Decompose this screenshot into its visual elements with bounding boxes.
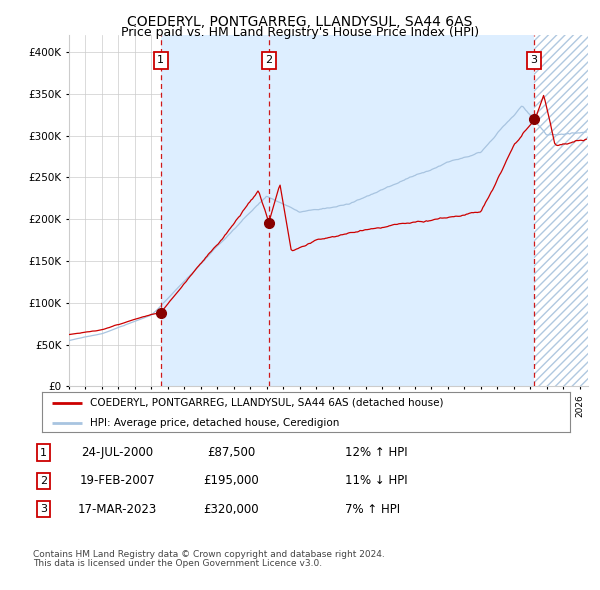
- Text: 11% ↓ HPI: 11% ↓ HPI: [345, 474, 407, 487]
- Text: HPI: Average price, detached house, Ceredigion: HPI: Average price, detached house, Cere…: [89, 418, 339, 428]
- Text: This data is licensed under the Open Government Licence v3.0.: This data is licensed under the Open Gov…: [33, 559, 322, 568]
- Text: 1: 1: [157, 55, 164, 65]
- Text: £195,000: £195,000: [203, 474, 259, 487]
- Bar: [534, 35, 588, 386]
- Text: 17-MAR-2023: 17-MAR-2023: [77, 503, 157, 516]
- Text: Contains HM Land Registry data © Crown copyright and database right 2024.: Contains HM Land Registry data © Crown c…: [33, 550, 385, 559]
- Text: 12% ↑ HPI: 12% ↑ HPI: [345, 446, 407, 459]
- Text: COEDERYL, PONTGARREG, LLANDYSUL, SA44 6AS: COEDERYL, PONTGARREG, LLANDYSUL, SA44 6A…: [127, 15, 473, 30]
- Bar: [161, 35, 269, 386]
- Text: COEDERYL, PONTGARREG, LLANDYSUL, SA44 6AS (detached house): COEDERYL, PONTGARREG, LLANDYSUL, SA44 6A…: [89, 398, 443, 408]
- Text: Price paid vs. HM Land Registry's House Price Index (HPI): Price paid vs. HM Land Registry's House …: [121, 26, 479, 39]
- Text: 1: 1: [40, 448, 47, 457]
- Text: 3: 3: [530, 55, 537, 65]
- Text: 3: 3: [40, 504, 47, 514]
- Text: £87,500: £87,500: [207, 446, 255, 459]
- Text: 24-JUL-2000: 24-JUL-2000: [81, 446, 153, 459]
- Text: 2: 2: [40, 476, 47, 486]
- Bar: [269, 35, 534, 386]
- Text: 2: 2: [265, 55, 272, 65]
- Text: £320,000: £320,000: [203, 503, 259, 516]
- Text: 19-FEB-2007: 19-FEB-2007: [79, 474, 155, 487]
- Text: 7% ↑ HPI: 7% ↑ HPI: [345, 503, 400, 516]
